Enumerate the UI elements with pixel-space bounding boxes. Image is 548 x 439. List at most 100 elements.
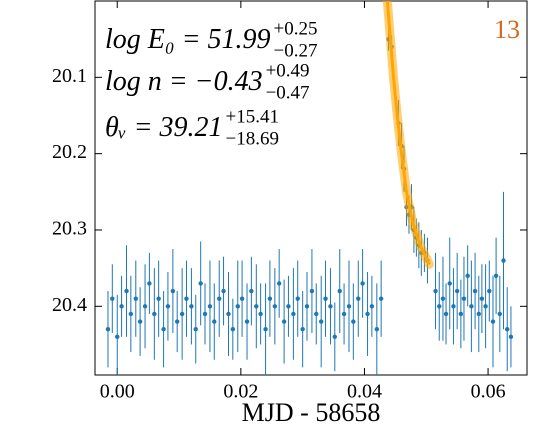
data-point: [454, 288, 460, 294]
y-tick-label: 20.1: [52, 65, 87, 87]
data-point: [156, 296, 161, 301]
model-line: [385, 1, 431, 265]
data-point: [115, 334, 120, 340]
y-tick-label: 20.2: [52, 141, 87, 163]
data-point: [332, 334, 337, 340]
data-point: [437, 304, 442, 309]
data-point: [497, 311, 503, 317]
data-point: [451, 304, 456, 309]
plot-area: [105, 1, 514, 375]
x-axis-label: MJD - 58658: [242, 398, 381, 427]
data-point: [202, 311, 208, 317]
data-point: [161, 327, 166, 332]
data-point: [501, 258, 506, 263]
data-point: [105, 327, 111, 332]
data-point: [360, 281, 365, 286]
data-point: [479, 296, 485, 301]
data-point: [458, 311, 464, 317]
data-point: [295, 296, 300, 301]
data-point: [147, 281, 152, 286]
x-tick-label: 0.02: [223, 381, 258, 403]
x-tick-label: 0.04: [347, 381, 382, 403]
data-point: [124, 288, 129, 294]
data-point: [217, 296, 222, 301]
data-point: [291, 311, 296, 317]
data-point: [230, 327, 236, 332]
data-point: [443, 311, 449, 317]
annotation-lower: −0.47: [266, 82, 310, 103]
data-point: [184, 296, 189, 301]
data-point: [142, 304, 148, 309]
data-point: [165, 304, 171, 309]
data-point: [189, 304, 194, 309]
data-point: [226, 311, 231, 317]
data-point: [341, 311, 347, 317]
data-point: [119, 304, 124, 309]
data-point: [374, 327, 380, 332]
data-point: [174, 319, 180, 324]
data-point: [110, 296, 115, 301]
data-point: [440, 296, 446, 301]
data-point: [221, 288, 226, 294]
data-point: [304, 304, 310, 309]
annotation-upper: +15.41: [225, 106, 278, 127]
data-point: [508, 334, 514, 340]
data-point: [318, 319, 324, 324]
annotation-main: log n = −0.43: [105, 66, 263, 97]
data-point: [235, 304, 240, 309]
data-point: [239, 296, 245, 301]
data-point: [433, 288, 438, 294]
annotation-main: log E₀ = 51.99: [105, 24, 271, 55]
data-point: [198, 281, 203, 286]
data-point: [137, 319, 143, 324]
x-tick-label: 0.00: [100, 381, 135, 403]
data-point: [493, 273, 499, 278]
data-point: [244, 319, 250, 324]
annotation: θᵥ = 39.21: [105, 112, 222, 143]
data-point: [351, 319, 356, 324]
data-point: [365, 311, 370, 317]
data-point: [483, 304, 488, 309]
data-point: [133, 296, 138, 301]
data-point: [337, 288, 342, 294]
data-point: [378, 296, 384, 301]
model-band: [382, 1, 434, 269]
y-tick-label: 20.3: [52, 218, 87, 240]
data-point: [207, 304, 213, 309]
data-point: [193, 327, 198, 332]
annotation-main: θᵥ = 39.21: [105, 112, 222, 143]
annotation-lower: −0.27: [274, 40, 318, 61]
data-point: [346, 304, 352, 309]
annotation-upper: +0.25: [274, 18, 318, 39]
data-point: [447, 281, 452, 286]
data-point: [356, 296, 361, 301]
data-point: [258, 311, 263, 317]
data-point: [309, 288, 315, 294]
data-point: [328, 304, 333, 309]
data-point: [179, 311, 185, 317]
data-point: [212, 319, 217, 324]
data-point: [323, 296, 328, 301]
data-point: [272, 304, 278, 309]
data-point: [152, 311, 157, 317]
y-tick-label: 20.4: [52, 294, 87, 316]
data-point: [286, 304, 291, 309]
data-point: [267, 296, 273, 301]
annotation: log E₀ = 51.99: [105, 24, 271, 55]
data-point: [369, 304, 375, 309]
data-point: [300, 327, 305, 332]
data-point: [472, 288, 478, 294]
data-point: [461, 296, 467, 301]
data-point: [281, 319, 287, 324]
data-point: [128, 311, 134, 317]
x-tick-label: 0.06: [471, 381, 506, 403]
panel-label: 13: [494, 15, 520, 44]
data-point: [170, 288, 176, 294]
data-point: [254, 304, 259, 309]
data-point: [263, 327, 268, 332]
annotation-upper: +0.49: [266, 60, 310, 81]
data-point: [505, 327, 510, 332]
data-point: [469, 304, 474, 309]
data-point: [476, 311, 481, 317]
